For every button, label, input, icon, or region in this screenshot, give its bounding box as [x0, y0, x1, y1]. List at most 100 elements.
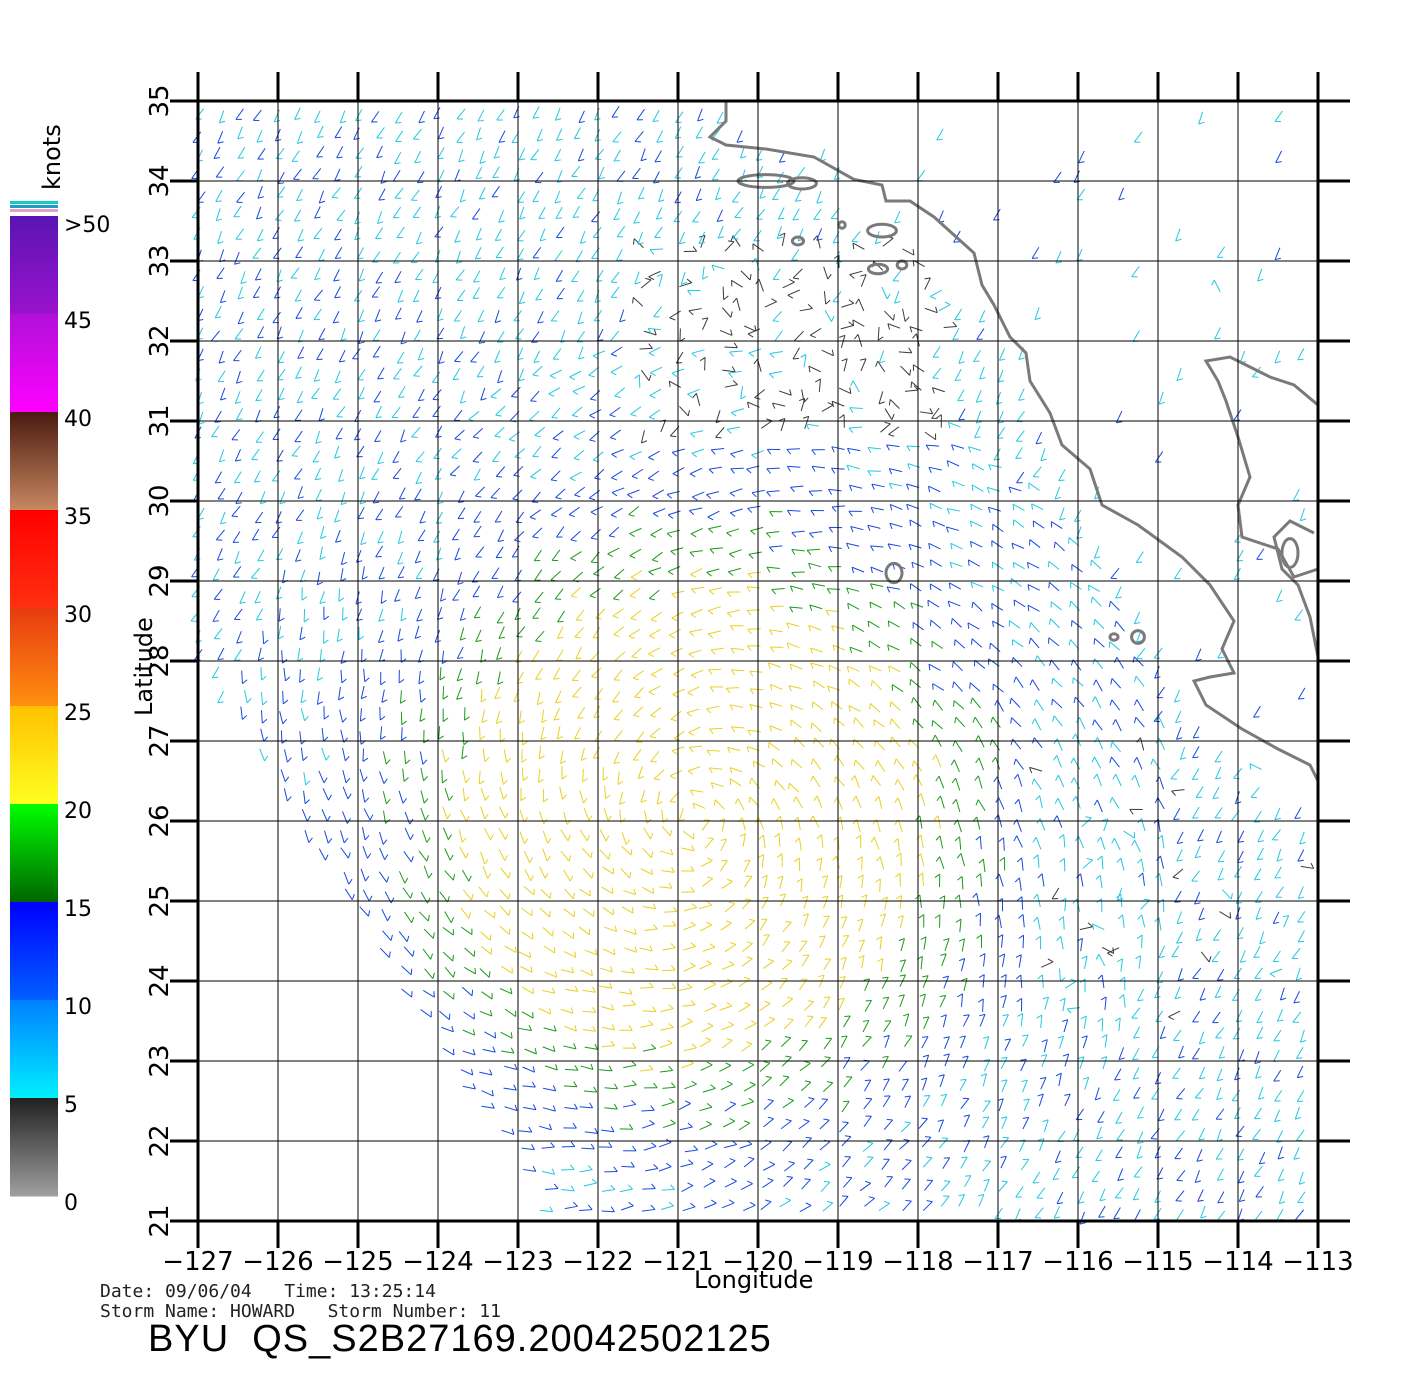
wind-barb [241, 670, 248, 684]
wind-barb [895, 852, 902, 867]
wind-barb [808, 490, 823, 497]
wind-barb [932, 367, 942, 379]
wind-barb [1200, 951, 1212, 963]
lat-tick-label: 35 [145, 84, 175, 117]
wind-barb [1138, 872, 1146, 886]
wind-barb [342, 811, 351, 824]
wind-barb [498, 626, 505, 639]
wind-barb [375, 545, 384, 558]
wind-barb [462, 1029, 476, 1036]
wind-barb [472, 451, 483, 463]
wind-barb [832, 291, 842, 303]
wind-barb [458, 149, 465, 163]
wind-barb [562, 930, 574, 940]
legend-label: 5 [64, 1093, 78, 1118]
wind-barb [670, 547, 684, 556]
wind-barb [899, 959, 907, 973]
wind-barb [362, 846, 372, 859]
wind-barb [417, 388, 425, 402]
wind-barb [1176, 368, 1183, 381]
wind-barb [730, 279, 743, 288]
wind-barb [499, 806, 509, 819]
wind-barb [793, 796, 803, 809]
wind-barb [454, 547, 461, 561]
wind-barb [909, 678, 921, 689]
wind-barb [699, 1037, 712, 1048]
wind-barb [1294, 1209, 1305, 1221]
wind-barb [650, 707, 662, 718]
wind-barb [1038, 1138, 1045, 1151]
wind-barb [642, 1006, 657, 1013]
wind-barb [460, 907, 472, 919]
wind-barb [935, 856, 945, 870]
wind-barb [1081, 1035, 1088, 1049]
wind-barb [1019, 1139, 1026, 1152]
wind-barb [894, 290, 901, 304]
wind-barb [215, 529, 225, 541]
wind-barb [392, 467, 402, 480]
wind-barb [499, 728, 506, 743]
wind-barb [766, 490, 780, 497]
wind-barb [539, 811, 548, 824]
wind-barb [1108, 600, 1120, 611]
wind-barb [924, 431, 937, 441]
wind-barb [480, 689, 487, 703]
wind-barb [579, 790, 588, 804]
wind-barb [920, 1077, 928, 1091]
wind-barb [475, 629, 482, 643]
wind-barb [932, 699, 944, 711]
wind-barb [359, 906, 371, 917]
wind-barb [634, 374, 641, 388]
wind-barb [1176, 1170, 1186, 1182]
wind-barb [1013, 773, 1023, 787]
wind-barb [759, 918, 768, 931]
wind-barb [1000, 1056, 1008, 1070]
wind-barb [254, 268, 262, 281]
wind-barb [480, 851, 489, 865]
wind-barb [342, 747, 350, 762]
wind-barb [780, 1118, 792, 1130]
wind-barb [333, 269, 340, 282]
wind-barb [715, 187, 722, 201]
wind-barb [340, 491, 347, 506]
wind-barb [689, 550, 703, 557]
wind-barb [235, 108, 244, 120]
wind-barb [943, 1053, 950, 1067]
wind-barb [786, 448, 800, 455]
wind-barb [683, 246, 698, 252]
wind-barb [523, 886, 535, 896]
wind-barb [584, 1043, 598, 1050]
wind-barb [584, 948, 598, 956]
wind-barb [874, 760, 886, 772]
wind-barb [1022, 1116, 1030, 1130]
wind-barb [680, 1018, 693, 1028]
wind-barb [1029, 679, 1040, 691]
wind-barb [551, 549, 561, 561]
wind-barb [1252, 1128, 1261, 1140]
wind-barb [523, 850, 534, 864]
wind-barb [1253, 868, 1262, 881]
wind-barb [476, 365, 485, 378]
wind-barb [1034, 1207, 1044, 1219]
wind-barb [256, 369, 265, 382]
wind-barb [663, 906, 678, 913]
wind-barb [591, 667, 602, 679]
wind-barb [847, 602, 860, 610]
wind-barb [1155, 1010, 1163, 1023]
wind-barb [1198, 1066, 1206, 1080]
lat-tick-label: 32 [145, 324, 175, 357]
wind-barb [240, 271, 247, 285]
wind-barb [902, 248, 915, 256]
wind-barb [532, 106, 540, 119]
island-outline [1108, 632, 1120, 642]
legend-label: 35 [64, 505, 92, 530]
wind-barb [752, 760, 766, 768]
wind-barb [1031, 247, 1040, 259]
wind-barb [972, 463, 985, 471]
wind-barb [1064, 1093, 1071, 1107]
wind-barb [720, 978, 733, 988]
wind-barb [539, 228, 546, 242]
wind-barb [928, 663, 941, 671]
wind-barb [561, 1164, 575, 1171]
wind-barb [1174, 1147, 1183, 1160]
